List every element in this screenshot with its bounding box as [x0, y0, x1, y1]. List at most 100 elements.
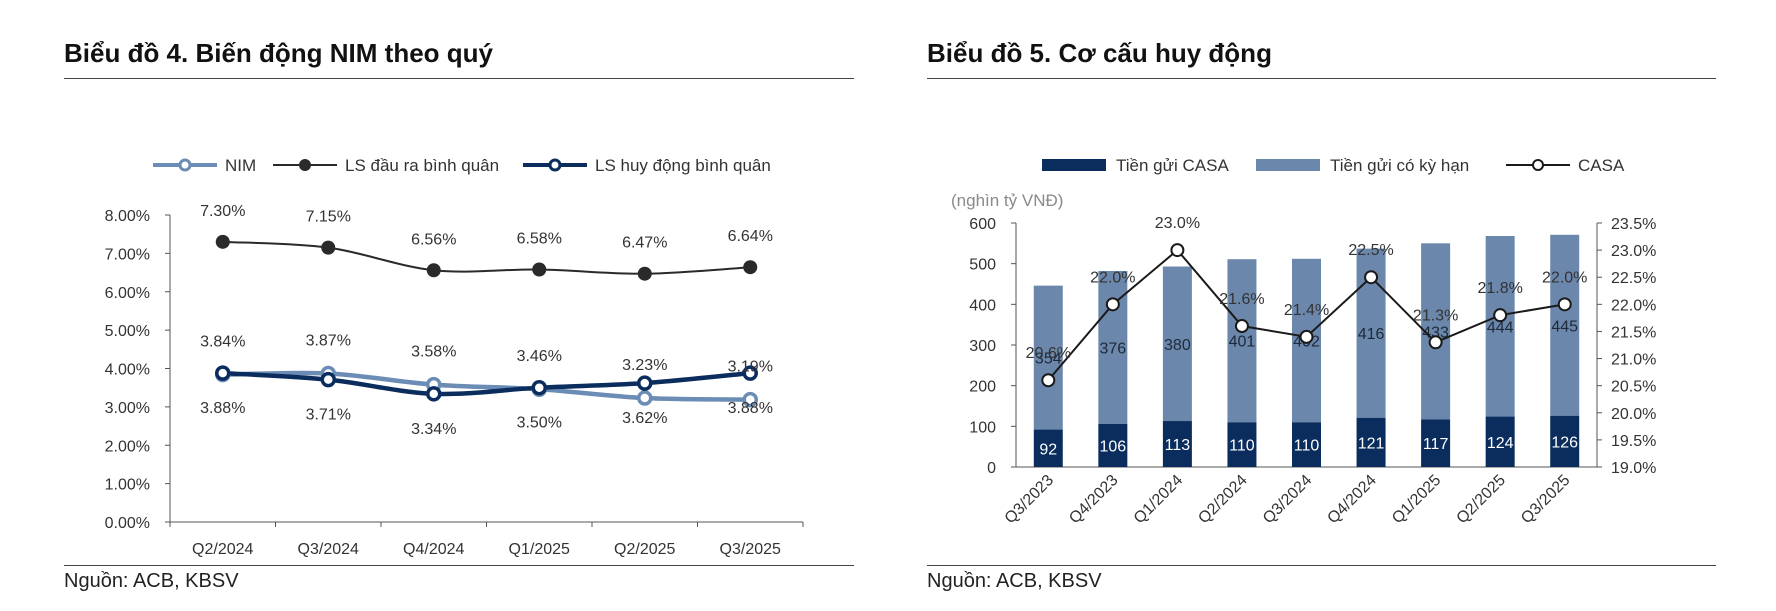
nim-data-label: 7.15% — [306, 209, 351, 226]
funding-bar-term — [1550, 234, 1580, 416]
right-chart-title: Biểu đồ 5. Cơ cấu huy động — [927, 38, 1272, 68]
funding-bar-casa-label: 110 — [1229, 438, 1255, 455]
nim-data-label: 3.19% — [728, 359, 773, 376]
funding-bar-term — [1485, 236, 1515, 417]
nim-point — [637, 375, 653, 391]
funding-bar-term-label: 433 — [1422, 324, 1449, 341]
funding-casa-ratio-point — [1170, 243, 1185, 258]
funding-casa-ratio-label: 20.6% — [1026, 345, 1071, 362]
funding-bar-casa — [1162, 421, 1192, 467]
funding-y-tick-label: 100 — [969, 419, 996, 436]
nim-data-label: 6.56% — [411, 231, 456, 248]
nim-y-tick-label: 0.00% — [105, 515, 150, 532]
left-source-note: Nguồn: ACB, KBSV — [64, 570, 239, 592]
left-title-rule — [64, 78, 854, 79]
funding-bar-casa-label: 117 — [1423, 436, 1449, 453]
funding-legend-marker — [1532, 159, 1544, 171]
funding-casa-ratio-label: 23.0% — [1155, 215, 1200, 232]
nim-x-tick-label: Q3/2025 — [720, 541, 781, 558]
funding-y-tick-label: 300 — [969, 338, 996, 355]
nim-y-tick-label: 1.00% — [105, 477, 150, 494]
nim-series-line-0 — [222, 370, 751, 402]
funding-bar-casa — [1292, 422, 1321, 467]
nim-point — [215, 234, 230, 249]
funding-casa-ratio-label: 21.8% — [1477, 280, 1522, 297]
nim-point — [532, 262, 547, 277]
nim-point — [742, 391, 758, 408]
nim-legend-marker — [548, 158, 562, 172]
nim-data-label: 6.64% — [728, 228, 773, 245]
nim-data-label: 6.47% — [622, 235, 667, 252]
funding-x-tick-label: Q4/2023 — [1066, 472, 1121, 527]
nim-legend-label: LS đầu ra bình quân — [345, 156, 499, 175]
nim-data-label: 3.46% — [517, 348, 562, 365]
funding-bar-casa — [1421, 419, 1451, 467]
nim-data-label: 3.62% — [622, 410, 667, 427]
funding-bar-term-label: 354 — [1035, 351, 1062, 368]
funding-y-tick-label: 0 — [987, 460, 996, 477]
funding-x-tick-label: Q3/2024 — [1260, 472, 1315, 527]
left-chart-title: Biểu đồ 4. Biến động NIM theo quý — [64, 38, 493, 68]
funding-casa-ratio-point — [1234, 319, 1249, 334]
nim-point — [743, 260, 758, 275]
nim-point — [531, 379, 547, 396]
nim-data-label: 6.58% — [517, 230, 562, 247]
nim-data-label: 7.30% — [200, 203, 245, 220]
funding-y-tick-label: 600 — [969, 216, 996, 233]
funding-bar-term-label: 416 — [1358, 326, 1385, 343]
funding-bar-term-label: 401 — [1229, 334, 1256, 351]
nim-point — [215, 365, 231, 381]
funding-bar-casa — [1485, 416, 1515, 467]
funding-bar-term — [1033, 285, 1063, 430]
nim-point — [742, 365, 758, 381]
funding-casa-ratio-label: 22.0% — [1542, 269, 1587, 286]
funding-y-tick-label: 200 — [969, 379, 996, 396]
funding-y2-tick-label: 21.5% — [1611, 324, 1656, 341]
nim-legend-marker — [178, 158, 192, 172]
funding-bar-term-label: 444 — [1487, 319, 1514, 336]
nim-x-tick-label: Q4/2024 — [403, 541, 464, 558]
funding-y2-tick-label: 19.0% — [1611, 460, 1656, 477]
funding-legend-swatch-casa — [1042, 159, 1106, 171]
nim-data-label: 3.71% — [306, 407, 351, 424]
funding-bar-casa — [1098, 423, 1128, 467]
funding-x-tick-label: Q1/2024 — [1131, 472, 1186, 527]
nim-data-label: 3.87% — [306, 332, 351, 349]
funding-casa-ratio-label: 21.3% — [1413, 307, 1458, 324]
funding-bar-casa — [1227, 422, 1257, 467]
funding-casa-ratio-label: 21.4% — [1284, 302, 1329, 319]
nim-point — [426, 386, 442, 402]
funding-bar-casa-label: 113 — [1165, 437, 1191, 454]
nim-y-tick-label: 7.00% — [105, 246, 150, 263]
right-source-note: Nguồn: ACB, KBSV — [927, 570, 1102, 592]
nim-point — [637, 390, 653, 406]
funding-bar-casa-label: 92 — [1039, 441, 1057, 458]
nim-data-label: 3.34% — [411, 421, 456, 438]
left-source-rule — [64, 565, 854, 566]
funding-casa-ratio-point — [1041, 373, 1056, 388]
funding-casa-ratio-point — [1428, 335, 1443, 350]
funding-bar-casa — [1550, 415, 1580, 467]
nim-legend-marker — [299, 159, 311, 171]
nim-data-label: 3.50% — [517, 415, 562, 432]
funding-x-tick-label: Q3/2023 — [1002, 472, 1057, 527]
funding-bar-casa-label: 126 — [1551, 434, 1578, 451]
right-source-rule — [927, 565, 1716, 566]
nim-point — [320, 371, 336, 388]
funding-bar-casa — [1033, 429, 1063, 467]
funding-bar-casa-label: 124 — [1487, 435, 1514, 452]
funding-bar-term-label: 445 — [1551, 318, 1578, 335]
funding-bar-term — [1227, 259, 1257, 423]
funding-y2-tick-label: 22.5% — [1611, 270, 1656, 287]
nim-series-line-2 — [222, 370, 751, 397]
funding-y2-tick-label: 20.0% — [1611, 406, 1656, 423]
funding-casa-ratio-point — [1364, 270, 1379, 285]
nim-y-tick-label: 3.00% — [105, 400, 150, 417]
nim-point — [637, 266, 652, 281]
funding-legend-label: CASA — [1578, 156, 1625, 175]
nim-x-tick-label: Q2/2025 — [614, 541, 675, 558]
funding-casa-ratio-label: 21.6% — [1219, 291, 1264, 308]
funding-x-tick-label: Q1/2025 — [1389, 472, 1444, 527]
funding-bar-term — [1162, 266, 1192, 422]
